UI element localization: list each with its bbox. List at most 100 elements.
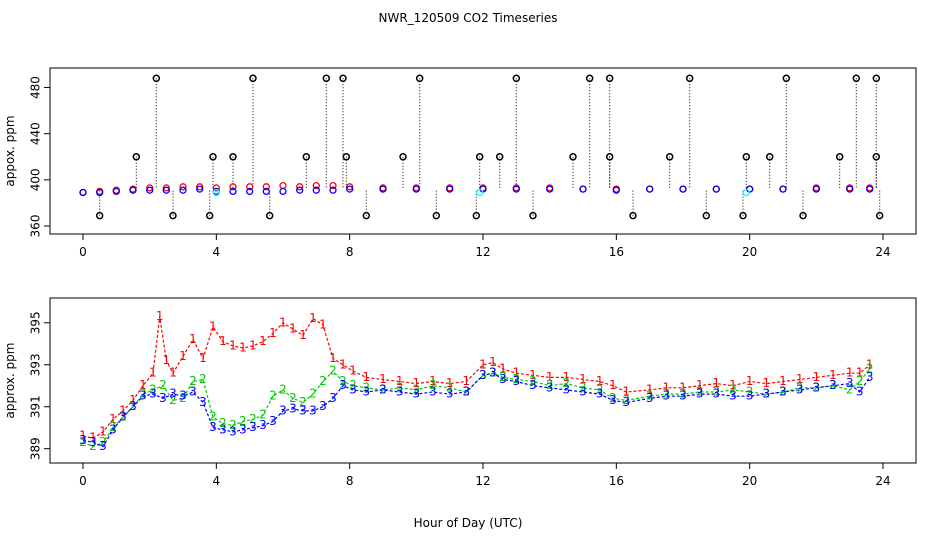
bottom-point-3: 3 xyxy=(129,399,137,413)
top-point-outlier xyxy=(702,211,711,220)
bottom-point-3: 3 xyxy=(579,385,587,399)
bottom-point-3: 3 xyxy=(159,391,167,405)
top-point-outlier xyxy=(585,74,594,83)
bottom-point-1: 1 xyxy=(846,366,854,380)
bottom-point-3: 3 xyxy=(209,420,217,434)
top-point-red xyxy=(312,181,320,190)
bottom-point-3: 3 xyxy=(119,410,127,424)
bottom-point-3: 3 xyxy=(99,439,107,453)
bottom-point-3: 3 xyxy=(379,382,387,396)
bottom-point-1: 1 xyxy=(199,351,207,365)
top-y-tick-label: 480 xyxy=(29,76,43,99)
bottom-point-1: 1 xyxy=(239,341,247,355)
bottom-point-3: 3 xyxy=(646,391,654,405)
bottom-point-1: 1 xyxy=(546,370,554,384)
bottom-point-1: 1 xyxy=(129,393,137,407)
bottom-point-3: 3 xyxy=(529,378,537,392)
bottom-point-3: 3 xyxy=(299,403,307,417)
bottom-point-3: 3 xyxy=(309,403,317,417)
bottom-point-1: 1 xyxy=(279,315,287,329)
bottom-point-2: 2 xyxy=(622,393,630,407)
bottom-point-3: 3 xyxy=(189,385,197,399)
bottom-point-3: 3 xyxy=(489,366,497,380)
bottom-series-line-2 xyxy=(82,368,871,448)
bottom-point-2: 2 xyxy=(596,382,604,396)
bottom-point-1: 1 xyxy=(299,328,307,342)
top-point-outlier xyxy=(205,211,214,220)
bottom-point-1: 1 xyxy=(779,374,787,388)
bottom-point-3: 3 xyxy=(812,380,820,394)
bottom-point-2: 2 xyxy=(646,389,654,403)
top-point-outlier xyxy=(152,74,161,83)
bottom-point-3: 3 xyxy=(139,389,147,403)
top-point-outlier xyxy=(342,153,351,161)
top-point-outlier xyxy=(265,211,274,220)
bottom-point-2: 2 xyxy=(159,378,167,392)
bottom-point-1: 1 xyxy=(109,412,117,426)
bottom-point-3: 3 xyxy=(109,422,117,436)
bottom-x-tick-label: 12 xyxy=(475,474,490,488)
top-point-outlier xyxy=(432,211,441,220)
top-point-outlier xyxy=(132,153,141,161)
bottom-point-2: 2 xyxy=(229,418,237,432)
top-point-blue xyxy=(412,185,420,193)
bottom-point-1: 1 xyxy=(622,385,630,399)
bottom-point-3: 3 xyxy=(289,401,297,415)
top-x-tick-label: 16 xyxy=(609,245,624,259)
top-y-tick-label: 440 xyxy=(29,122,43,145)
top-point-red xyxy=(246,183,254,191)
bottom-point-2: 2 xyxy=(349,378,357,392)
bottom-point-1: 1 xyxy=(149,366,157,380)
bottom-point-2: 2 xyxy=(379,382,387,396)
bottom-point-1: 1 xyxy=(796,372,804,386)
bottom-point-1: 1 xyxy=(512,366,520,380)
bottom-point-2: 2 xyxy=(499,370,507,384)
bottom-point-1: 1 xyxy=(379,372,387,386)
top-point-blue xyxy=(229,187,237,196)
bottom-point-3: 3 xyxy=(856,385,864,399)
bottom-point-1: 1 xyxy=(646,382,654,396)
bottom-point-3: 3 xyxy=(412,387,420,401)
bottom-x-tick-label: 0 xyxy=(79,474,87,488)
top-point-blue xyxy=(579,185,587,193)
bottom-point-1: 1 xyxy=(679,380,687,394)
bottom-point-1: 1 xyxy=(462,374,470,388)
bottom-point-2: 2 xyxy=(812,380,820,394)
top-x-tick-label: 8 xyxy=(346,245,354,259)
bottom-point-3: 3 xyxy=(866,370,874,384)
top-point-cyan xyxy=(742,188,750,197)
bottom-point-1: 1 xyxy=(169,366,177,380)
bottom-point-1: 1 xyxy=(499,362,507,376)
top-point-outlier xyxy=(782,74,791,83)
top-point-outlier xyxy=(475,153,484,161)
top-point-blue xyxy=(146,186,154,194)
bottom-point-1: 1 xyxy=(396,374,404,388)
bottom-point-2: 2 xyxy=(249,412,257,426)
bottom-point-3: 3 xyxy=(762,387,770,401)
bottom-point-2: 2 xyxy=(846,382,854,396)
top-y-tick-label: 360 xyxy=(29,215,43,238)
bottom-point-3: 3 xyxy=(339,378,347,392)
bottom-point-2: 2 xyxy=(412,382,420,396)
bottom-y-tick-label: 389 xyxy=(29,437,43,460)
bottom-x-tick-label: 24 xyxy=(875,474,890,488)
top-point-outlier xyxy=(875,211,884,220)
bottom-point-1: 1 xyxy=(429,374,437,388)
bottom-point-1: 1 xyxy=(696,378,704,392)
bottom-point-2: 2 xyxy=(829,378,837,392)
bottom-point-1: 1 xyxy=(362,370,370,384)
top-point-blue xyxy=(96,188,104,197)
bottom-point-3: 3 xyxy=(89,435,97,449)
top-point-outlier xyxy=(302,153,311,161)
bottom-point-3: 3 xyxy=(662,389,670,403)
bottom-y-tick-label: 393 xyxy=(29,353,43,376)
bottom-point-3: 3 xyxy=(396,385,404,399)
bottom-point-2: 2 xyxy=(169,393,177,407)
bottom-point-1: 1 xyxy=(349,364,357,378)
bottom-point-1: 1 xyxy=(529,368,537,382)
bottom-point-3: 3 xyxy=(622,395,630,409)
bottom-point-3: 3 xyxy=(779,385,787,399)
bottom-point-3: 3 xyxy=(846,376,854,390)
bottom-point-1: 1 xyxy=(812,370,820,384)
top-point-outlier xyxy=(512,74,521,83)
